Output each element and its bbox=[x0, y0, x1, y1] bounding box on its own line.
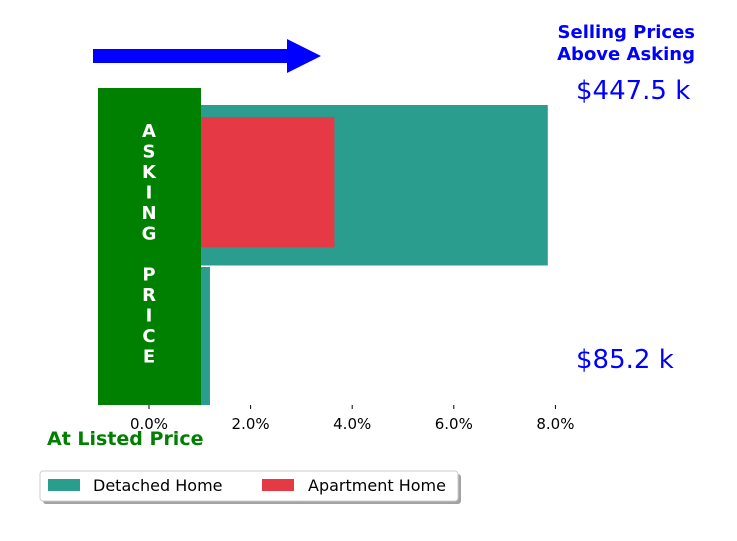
legend-label-detached: Detached Home bbox=[93, 476, 223, 495]
bottom-value-label: $85.2 k bbox=[576, 345, 674, 375]
asking-letter: S bbox=[143, 142, 156, 163]
asking-letter: R bbox=[142, 285, 156, 306]
asking-letter: P bbox=[142, 265, 155, 286]
x-tick-label: 0.0% bbox=[130, 415, 168, 433]
legend: Detached Home Apartment Home bbox=[39, 470, 461, 504]
chart-title-line1: Selling Prices bbox=[558, 22, 695, 43]
asking-letter: I bbox=[146, 306, 153, 327]
x-axis: 0.0% 2.0% 4.0% 6.0% 8.0% bbox=[130, 405, 574, 433]
top-value-label: $447.5 k bbox=[576, 76, 690, 106]
asking-letter: N bbox=[141, 203, 156, 224]
x-tick-label: 4.0% bbox=[333, 415, 371, 433]
bars-group bbox=[149, 105, 548, 405]
at-listed-price-label: At Listed Price bbox=[47, 428, 203, 450]
asking-letter: E bbox=[143, 347, 155, 368]
x-tick-label: 8.0% bbox=[536, 415, 574, 433]
arrow-right-icon bbox=[93, 39, 321, 73]
legend-swatch-apartment bbox=[262, 479, 294, 491]
x-tick-label: 6.0% bbox=[435, 415, 473, 433]
asking-price-box bbox=[98, 88, 201, 405]
chart-title-line2: Above Asking bbox=[557, 44, 695, 65]
asking-letter: K bbox=[142, 162, 157, 183]
legend-label-apartment: Apartment Home bbox=[308, 476, 446, 495]
asking-letter: I bbox=[146, 183, 153, 204]
asking-letter: C bbox=[142, 326, 155, 347]
legend-swatch-detached bbox=[48, 479, 80, 491]
asking-letter: G bbox=[142, 224, 157, 245]
x-tick-label: 2.0% bbox=[232, 415, 270, 433]
asking-letter: A bbox=[142, 121, 156, 142]
